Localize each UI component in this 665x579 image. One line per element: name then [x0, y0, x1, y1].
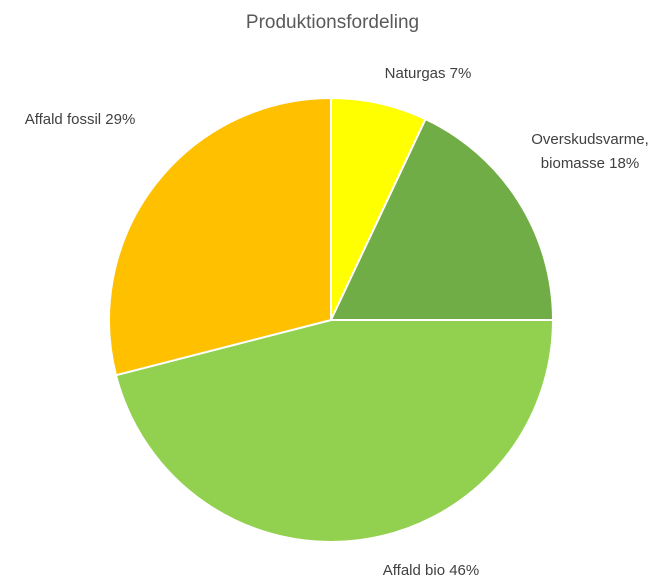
slice-label-overskudsvarme-biomasse: Overskudsvarme, biomasse 18%: [531, 131, 649, 172]
slice-label-naturgas: Naturgas 7%: [385, 65, 472, 82]
slice-label-affald-fossil: Affald fossil 29%: [25, 111, 136, 128]
pie-slice-affald-bio: [114, 319, 555, 543]
pie-slice-overskudsvarme-biomasse: [329, 117, 555, 321]
pie-slice-affald-fossil: [108, 96, 332, 377]
chart-title: Produktionsfordeling: [245, 12, 420, 33]
slice-label-affald-bio: Affald bio 46%: [383, 562, 479, 579]
